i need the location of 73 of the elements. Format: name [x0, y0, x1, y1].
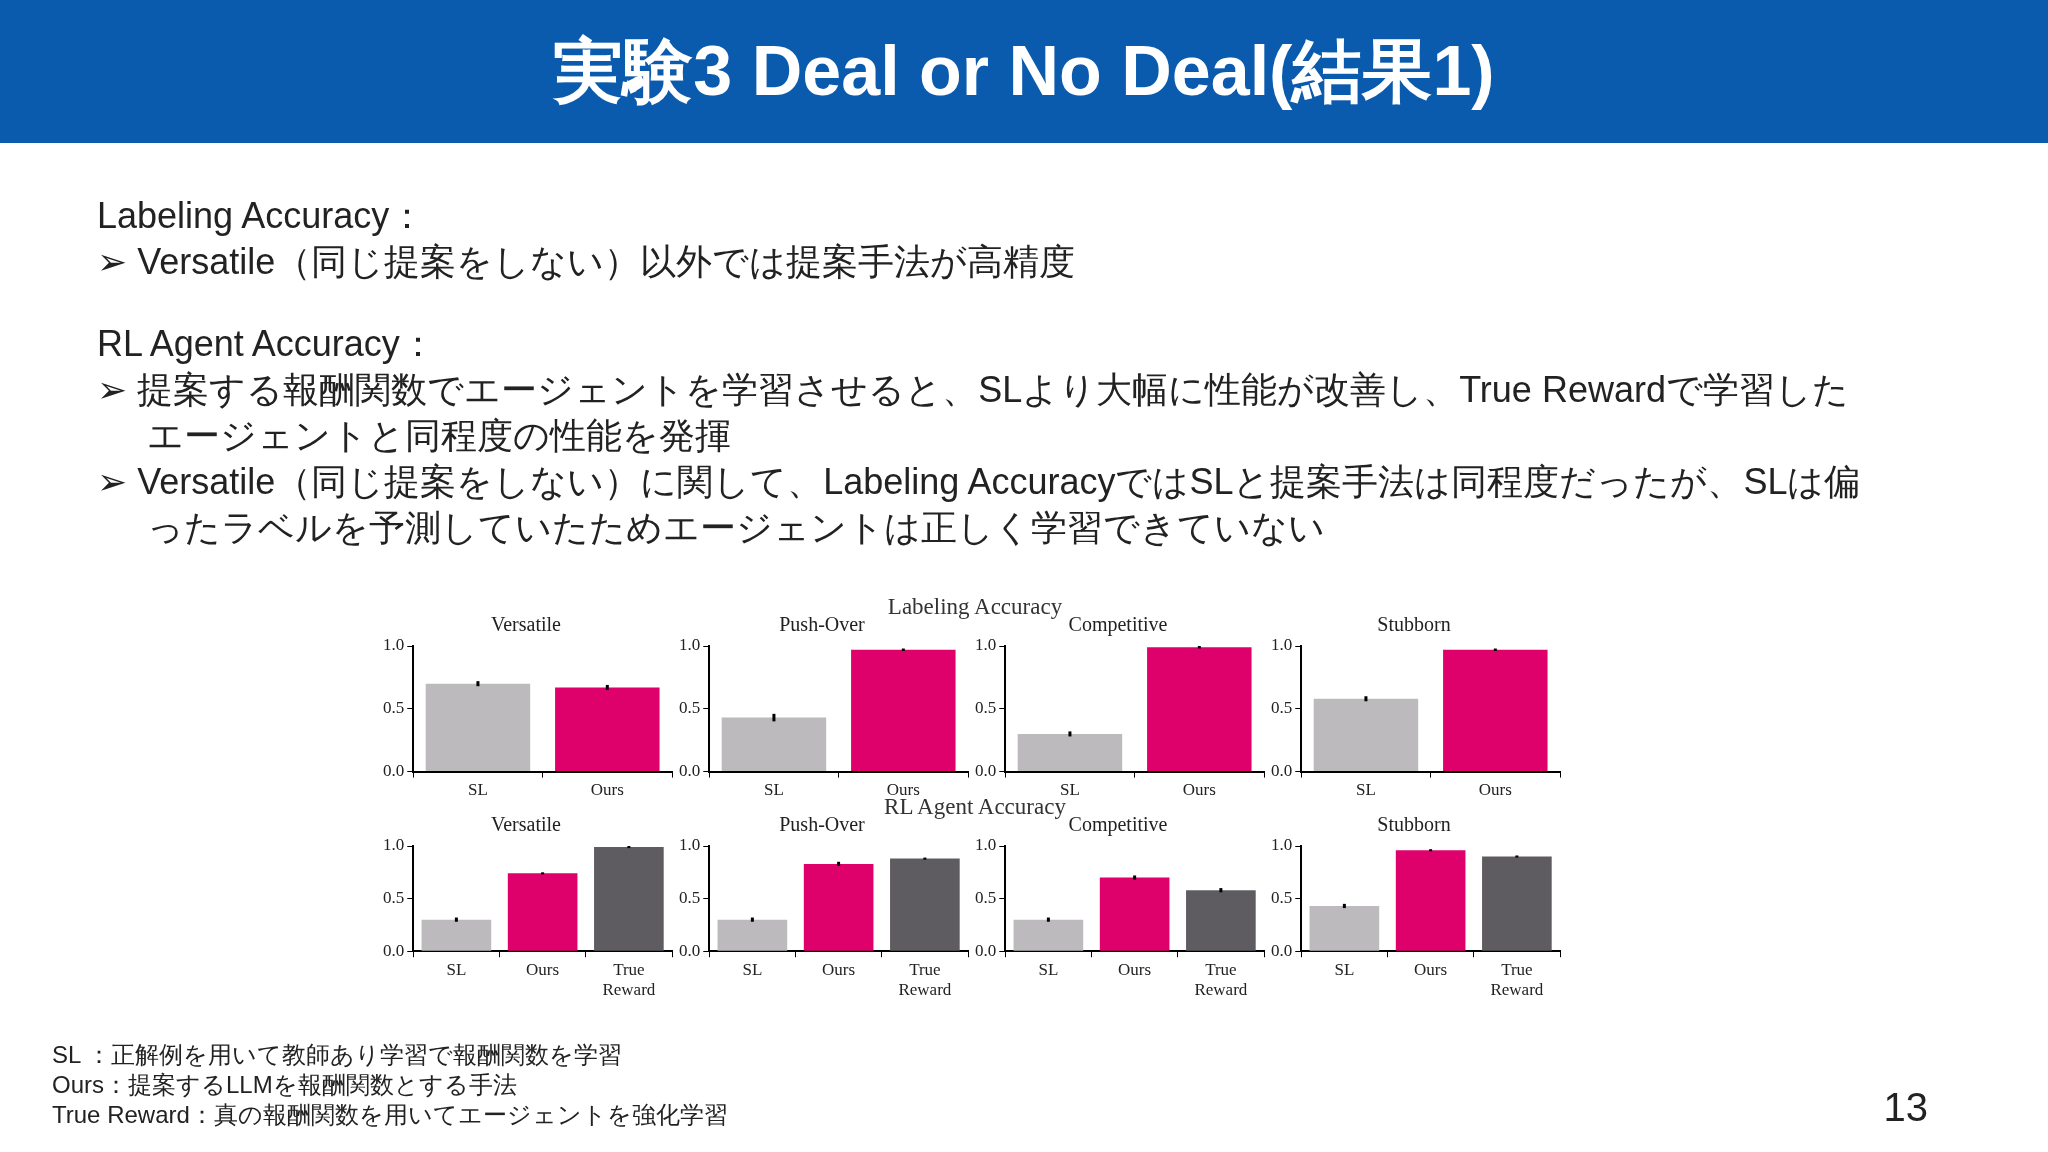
- text: 13: [1883, 1085, 1928, 1130]
- x-tick-label: SL: [764, 780, 784, 800]
- x-tick-label: SL: [1334, 959, 1355, 979]
- text: True Reward：真の報酬関数を用いてエージェントを強化学習: [52, 1101, 728, 1128]
- x-tick-label: Ours: [1118, 959, 1152, 979]
- text: SL ：正解例を用いて教師あり学習で報酬関数を学習: [52, 1040, 624, 1070]
- y-tick-label: 0.5: [383, 888, 405, 908]
- y-tick-label: 1.0: [679, 635, 701, 655]
- x-tick-label: True Reward: [1490, 959, 1544, 1000]
- x-tick-label: SL: [1356, 780, 1376, 800]
- x-tick-label: Ours: [590, 780, 624, 800]
- bar: [1013, 919, 1084, 951]
- text: Labeling Accuracy: [887, 594, 1063, 619]
- bar: [507, 873, 578, 951]
- x-tick-label: True Reward: [1194, 959, 1248, 1000]
- y-tick-label: 0.5: [383, 698, 405, 718]
- chart-title: Competitive: [1068, 813, 1168, 837]
- x-tick-label: True Reward: [602, 959, 656, 1000]
- text: RL Agent Accuracy：: [97, 322, 437, 366]
- y-tick-label: 0.5: [1271, 888, 1293, 908]
- y-tick-label: 0.0: [975, 761, 997, 781]
- bar: [890, 858, 960, 951]
- y-tick-label: 1.0: [975, 635, 997, 655]
- bar: [803, 863, 874, 951]
- y-tick-label: 1.0: [383, 835, 405, 855]
- x-tick-label: SL: [468, 780, 488, 800]
- text: 実験3 Deal or No Deal(結果1): [553, 30, 1495, 112]
- bar: [1395, 850, 1466, 951]
- y-tick-label: 0.0: [679, 940, 701, 960]
- y-tick-label: 0.0: [383, 940, 405, 960]
- x-tick-label: Ours: [822, 959, 856, 979]
- y-tick-label: 1.0: [679, 835, 701, 855]
- bar: [1482, 856, 1552, 951]
- text: Labeling Accuracy：: [97, 194, 427, 238]
- y-tick-label: 1.0: [1271, 835, 1293, 855]
- x-tick-label: SL: [446, 959, 467, 979]
- y-tick-label: 0.5: [1271, 698, 1293, 718]
- text: ➢ Versatile（同じ提案をしない）に関して、Labeling AccuracyではSLと提案手法は同程度だったが、SLは偏ったラベルを予測していたためエージェントは正しく学習できていない: [97, 460, 1862, 550]
- x-tick-label: Ours: [1414, 959, 1448, 979]
- y-tick-label: 1.0: [383, 635, 405, 655]
- y-tick-label: 0.5: [975, 888, 997, 908]
- chart-title: Competitive: [1068, 613, 1168, 637]
- y-tick-label: 1.0: [975, 835, 997, 855]
- x-tick-label: SL: [742, 959, 763, 979]
- bar: [1186, 890, 1256, 951]
- bar: [1309, 905, 1380, 951]
- bar: [717, 919, 788, 951]
- x-tick-label: True Reward: [898, 959, 952, 1000]
- chart-title: Push-Over: [779, 813, 866, 836]
- x-tick-label: SL: [1038, 959, 1059, 979]
- chart-title: Push-Over: [779, 613, 866, 636]
- text: ➢ 提案する報酬関数でエージェントを学習させると、SLより大幅に性能が改善し、True Rewardで学習したエージェントと同程度の性能を発揮: [97, 368, 1850, 458]
- y-tick-label: 0.0: [1271, 761, 1293, 781]
- y-tick-label: 0.0: [975, 940, 997, 960]
- text: Ours：提案するLLMを報酬関数とする手法: [52, 1071, 517, 1098]
- chart-title: Versatile: [491, 613, 562, 636]
- chart-title: Stubborn: [1377, 613, 1451, 636]
- y-tick-label: 0.0: [383, 761, 405, 781]
- x-tick-label: Ours: [526, 959, 560, 979]
- chart-title: Stubborn: [1377, 813, 1451, 836]
- bar: [421, 919, 492, 951]
- y-tick-label: 0.5: [679, 888, 701, 908]
- x-tick-label: Ours: [1182, 780, 1216, 800]
- chart-title: Versatile: [491, 813, 562, 836]
- y-tick-label: 0.0: [679, 761, 701, 781]
- y-tick-label: 0.5: [679, 698, 701, 718]
- x-tick-label: Ours: [1478, 780, 1512, 800]
- bar: [1099, 877, 1170, 951]
- bar: [594, 847, 664, 951]
- y-tick-label: 0.0: [1271, 940, 1293, 960]
- text: ➢ Versatile（同じ提案をしない）以外では提案手法が高精度: [97, 240, 1077, 284]
- y-tick-label: 0.5: [975, 698, 997, 718]
- y-tick-label: 1.0: [1271, 635, 1293, 655]
